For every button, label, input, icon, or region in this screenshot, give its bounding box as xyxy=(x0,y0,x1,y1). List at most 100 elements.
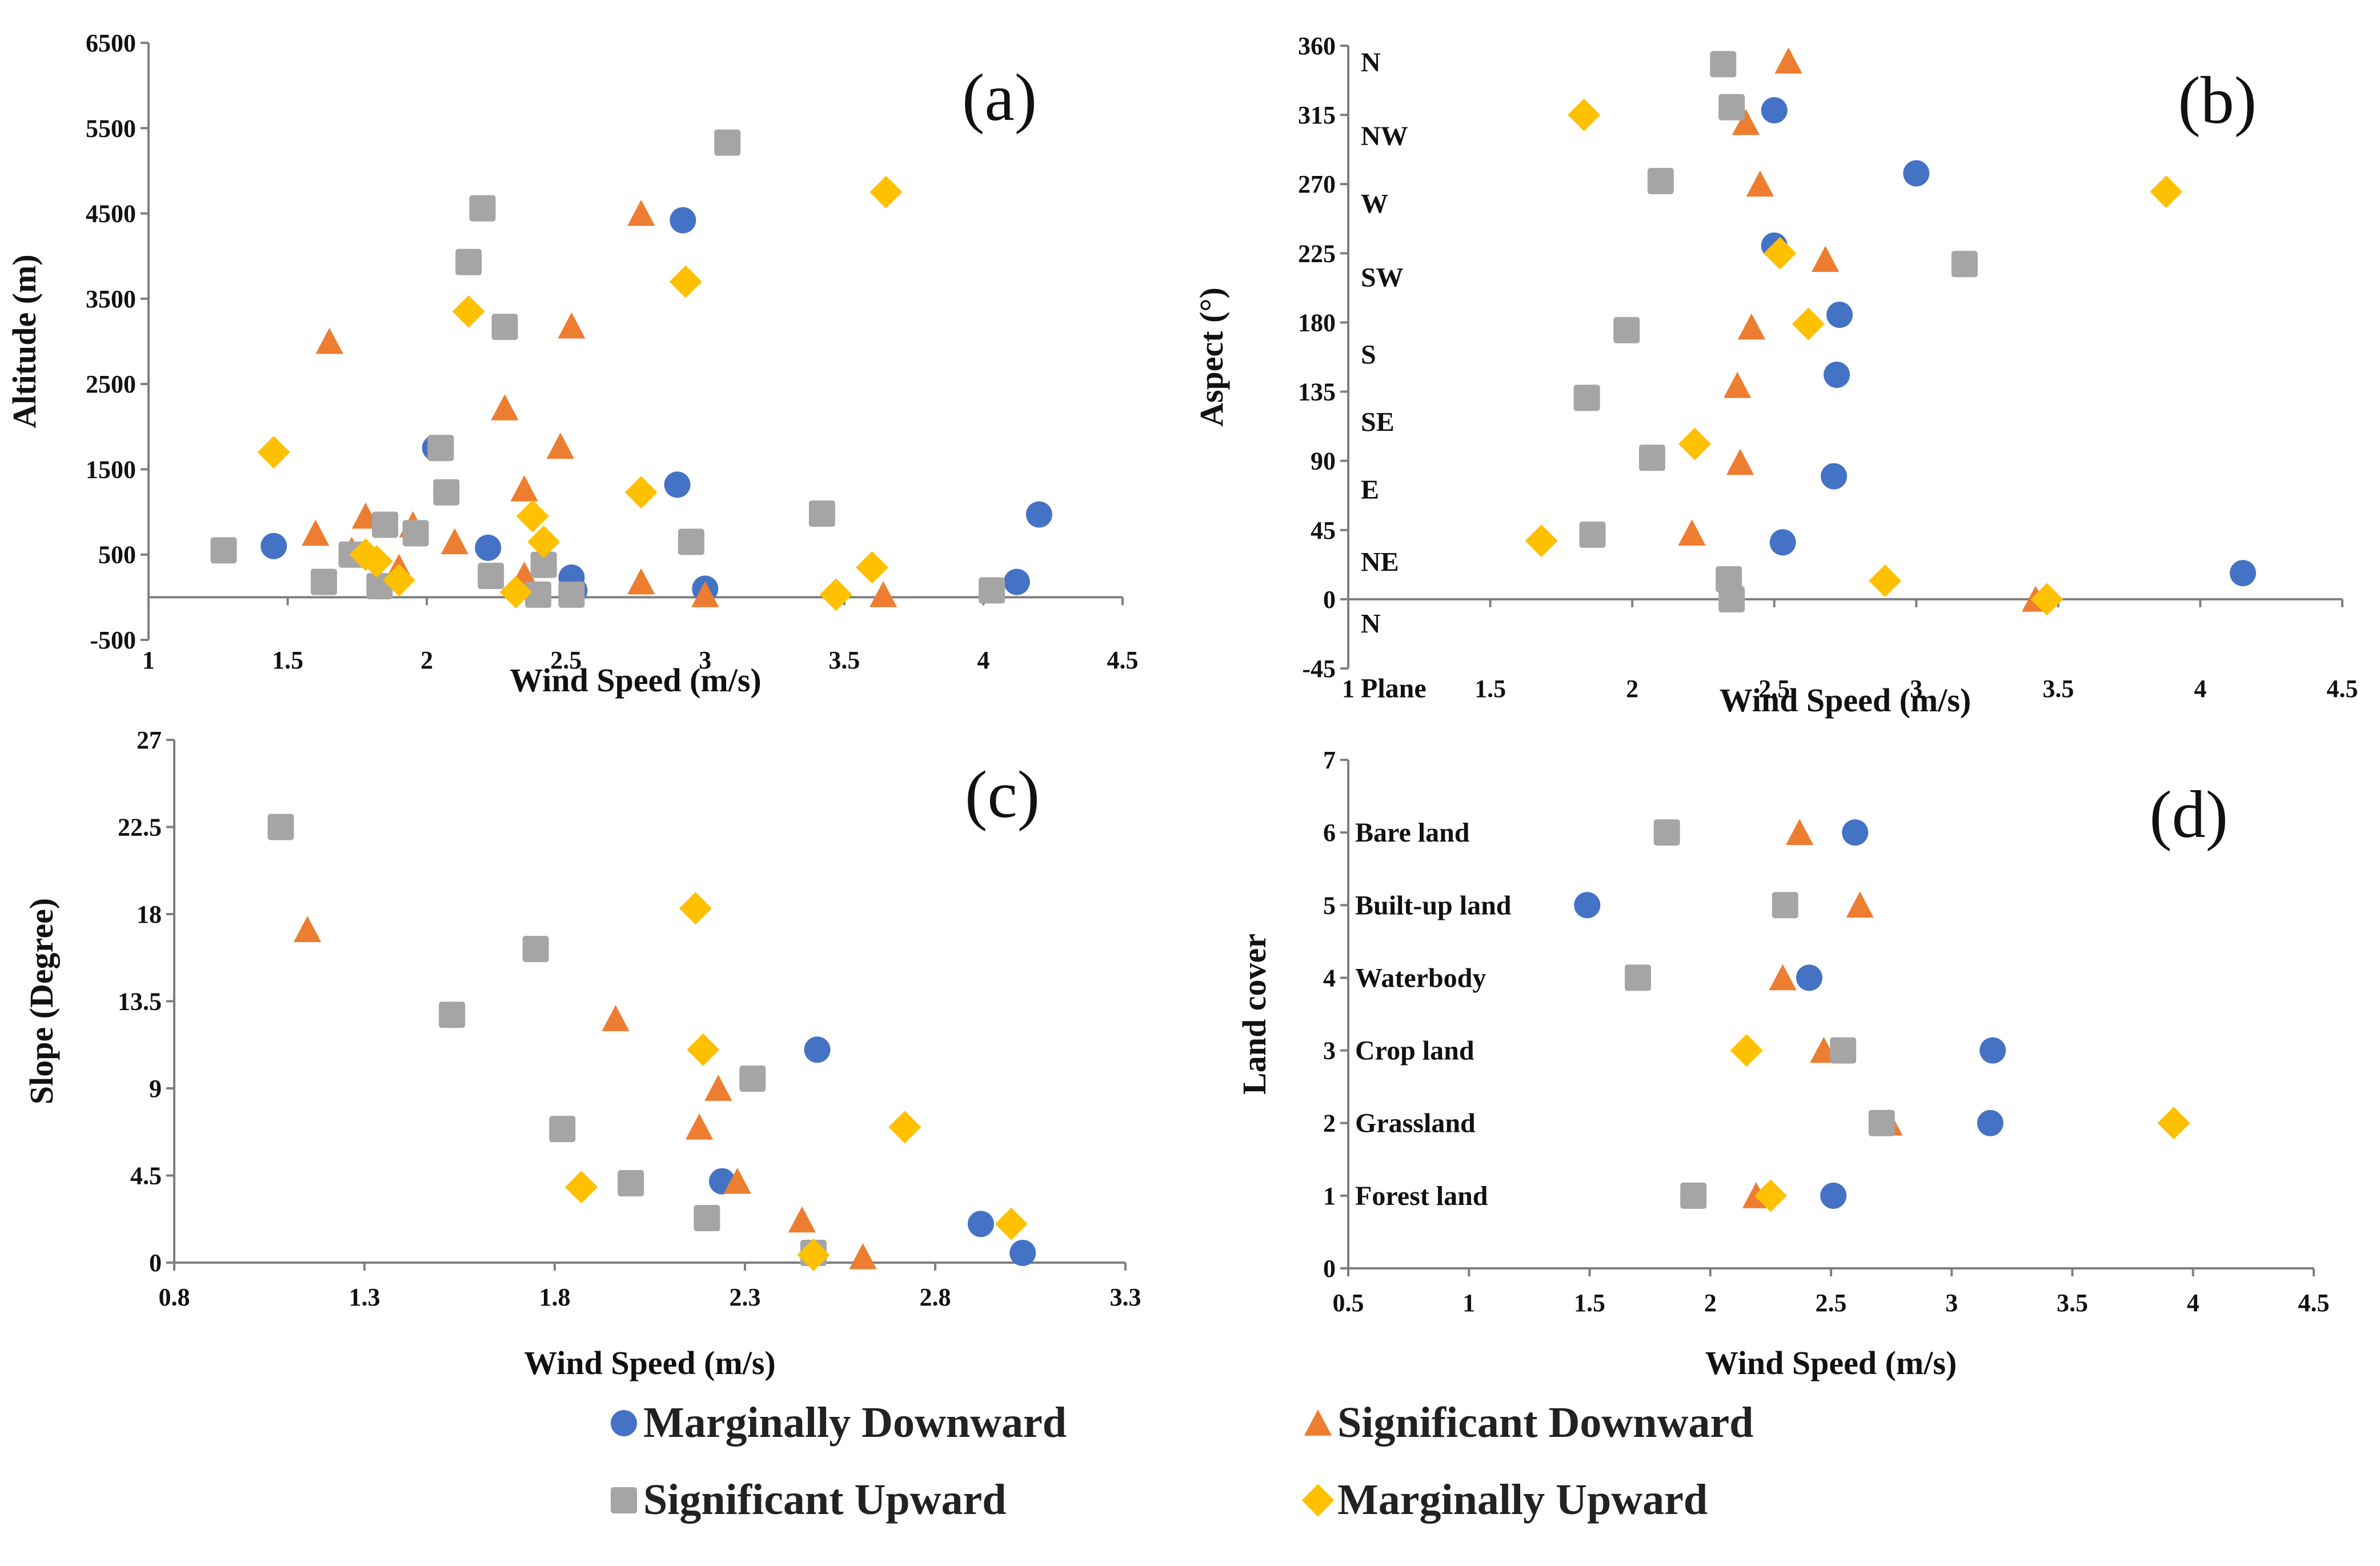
data-point xyxy=(1653,819,1680,846)
data-point xyxy=(1710,51,1737,78)
category-label: Crop land xyxy=(1355,1036,1475,1066)
y-tick-label: 7 xyxy=(1323,746,1336,774)
y-tick-label: 3 xyxy=(1323,1037,1336,1065)
x-tick-label: 2.5 xyxy=(1816,1289,1847,1317)
data-point xyxy=(1785,819,1814,845)
data-point xyxy=(302,519,330,546)
x-tick-label: 4.5 xyxy=(2298,1289,2330,1317)
data-point xyxy=(210,537,237,564)
data-point xyxy=(670,207,696,234)
legend-label: Significant Upward xyxy=(643,1476,1007,1524)
x-axis-title: Wind Speed (m/s) xyxy=(1720,682,1971,719)
x-tick-label: 4 xyxy=(977,646,989,674)
x-tick-label: 1.5 xyxy=(272,646,303,674)
data-point xyxy=(1025,501,1052,528)
data-point xyxy=(870,175,903,209)
x-tick-label: 4.5 xyxy=(2327,675,2358,703)
data-point xyxy=(1764,237,1797,270)
legend-item-significant_downward: Significant Downward xyxy=(1304,1399,1753,1447)
data-point xyxy=(516,500,549,533)
panel-d: 0 1 2 3 4 5 6 7 0.5 1 1.5 2 2.5 3 3.5 4 4.5 Wind Speed (m… xyxy=(1236,746,2330,1381)
y-tick-label: 2500 xyxy=(86,370,136,398)
legend-item-significant_upward: Significant Upward xyxy=(611,1476,1007,1524)
data-point xyxy=(1977,1110,2004,1136)
data-point xyxy=(627,199,655,226)
y-tick-label: 0 xyxy=(149,1249,162,1277)
x-axis-title: Wind Speed (m/s) xyxy=(524,1344,775,1381)
data-point xyxy=(558,312,586,339)
data-point xyxy=(1754,1179,1787,1212)
y-tick-label: 180 xyxy=(1298,309,1336,337)
y-tick-label: 1 xyxy=(1323,1182,1336,1210)
x-tick-label: 1 xyxy=(142,646,155,674)
data-point xyxy=(478,563,504,590)
data-point xyxy=(1903,160,1930,187)
panel-b: -45 0 45 90 135 180 225 270 315 360 1 1.5 2 2.5 3 3.5 4 4… xyxy=(1193,32,2358,719)
data-point xyxy=(293,916,322,942)
data-point xyxy=(491,394,519,420)
data-point xyxy=(558,581,585,608)
data-point xyxy=(979,577,1005,604)
y-tick-label: 500 xyxy=(98,541,136,569)
data-point xyxy=(475,534,502,561)
data-point xyxy=(967,1211,994,1237)
panel-label: (d) xyxy=(2149,777,2228,852)
direction-label: S xyxy=(1361,339,1376,370)
y-tick-label: 45 xyxy=(1311,516,1336,544)
data-point xyxy=(1568,98,1601,131)
series-significant_upward xyxy=(267,814,827,1267)
panel-label: (c) xyxy=(965,757,1040,832)
panel-a: -500 500 1500 2500 3500 4500 5500 6500 1 1.5 2 2.5 3… xyxy=(6,29,1139,699)
data-point xyxy=(1579,521,1606,548)
data-point xyxy=(1951,251,1978,278)
data-point xyxy=(869,581,897,607)
data-point xyxy=(439,1002,466,1028)
x-tick-label: 1 xyxy=(1463,1289,1475,1317)
x-tick-label: 3 xyxy=(1910,675,1922,703)
data-point xyxy=(372,511,399,538)
y-tick-label: 13.5 xyxy=(118,988,162,1016)
y-tick-label: 9 xyxy=(149,1075,162,1103)
x-tick-label: 2.5 xyxy=(550,646,582,674)
x-tick-label: 2 xyxy=(1626,675,1638,703)
x-axis-title: Wind Speed (m/s) xyxy=(1705,1344,1957,1381)
data-point xyxy=(704,1075,732,1101)
panel-label: (a) xyxy=(962,60,1037,135)
legend: Marginally Downward Significant Downward S… xyxy=(611,1399,1753,1524)
y-tick-label: 315 xyxy=(1298,101,1336,129)
data-point xyxy=(452,295,485,328)
data-point xyxy=(1796,964,1822,991)
data-point xyxy=(1842,819,1869,846)
data-point xyxy=(1625,964,1651,991)
direction-label: N xyxy=(1361,47,1381,78)
series-marginally_upward xyxy=(257,175,903,611)
data-point xyxy=(618,1170,644,1197)
data-point xyxy=(1732,109,1760,135)
data-point xyxy=(1574,892,1601,919)
data-point xyxy=(267,814,294,840)
data-point xyxy=(427,435,454,462)
direction-label: SW xyxy=(1361,263,1404,293)
data-point xyxy=(1525,524,1558,558)
series-significant_upward xyxy=(1573,51,1978,612)
data-point xyxy=(694,1205,720,1232)
direction-label: N xyxy=(1361,608,1381,639)
legend-marker xyxy=(1304,1409,1332,1436)
series-marginally_downward xyxy=(1574,819,2006,1209)
legend-item-marginally_upward: Marginally Upward xyxy=(1301,1476,1708,1524)
x-tick-label: 3 xyxy=(699,646,711,674)
y-tick-label: 135 xyxy=(1298,378,1336,406)
y-tick-label: 2 xyxy=(1323,1110,1336,1138)
y-tick-label: 3500 xyxy=(86,285,136,313)
category-label: Built-up land xyxy=(1355,890,1512,920)
data-point xyxy=(1718,94,1745,121)
y-axis-title: Slope (Degree) xyxy=(23,898,60,1104)
y-tick-label: 5 xyxy=(1323,891,1336,919)
y-tick-label: 4500 xyxy=(86,200,136,228)
x-tick-label: 1.3 xyxy=(349,1283,380,1311)
category-label: Forest land xyxy=(1355,1181,1488,1211)
x-tick-label: 2.3 xyxy=(730,1283,761,1311)
direction-label: E xyxy=(1361,475,1379,505)
x-tick-label: 3.3 xyxy=(1110,1283,1141,1311)
legend-item-marginally_downward: Marginally Downward xyxy=(611,1399,1067,1447)
